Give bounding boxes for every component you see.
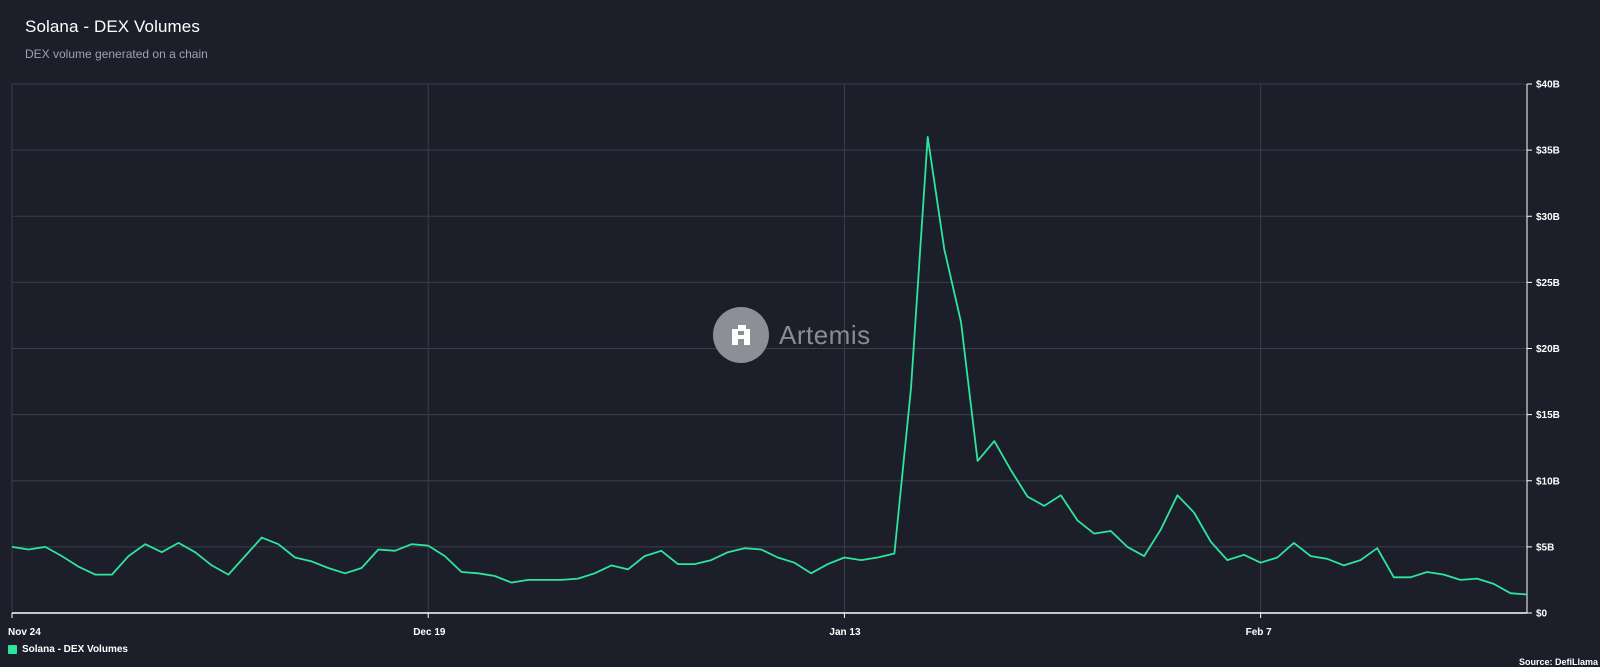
x-axis: Nov 24 Dec 19 Jan 13 Feb 7 — [8, 612, 1527, 638]
y-tick-label: $20B — [1536, 344, 1560, 355]
legend-label: Solana - DEX Volumes — [22, 644, 128, 655]
chart-legend[interactable]: Solana - DEX Volumes — [8, 644, 128, 655]
y-tick-label: $30B — [1536, 212, 1560, 223]
artemis-logo-icon — [713, 307, 769, 363]
watermark: Artemis — [713, 307, 871, 363]
y-tick-label: $0 — [1536, 609, 1548, 620]
watermark-text: Artemis — [779, 319, 871, 350]
y-tick-label: $10B — [1536, 476, 1560, 487]
x-tick-label: Nov 24 — [8, 627, 41, 638]
y-tick-label: $15B — [1536, 410, 1560, 421]
x-tick-label: Dec 19 — [413, 627, 446, 638]
legend-swatch — [8, 645, 17, 654]
chart-series — [11, 135, 1528, 596]
y-tick-label: $25B — [1536, 278, 1560, 289]
x-tick-label: Jan 13 — [829, 627, 861, 638]
y-axis: $0 $5B $10B $15B $20B $25B $30B $35B $40B — [1526, 80, 1560, 620]
chart-title: Solana - DEX Volumes — [25, 17, 200, 36]
chart-subtitle: DEX volume generated on a chain — [25, 47, 208, 61]
y-tick-label: $35B — [1536, 146, 1560, 157]
x-tick-label: Feb 7 — [1246, 627, 1273, 638]
y-tick-label: $5B — [1536, 542, 1554, 553]
source-label: Source: DefiLlama — [1518, 657, 1598, 667]
chart-grid — [11, 83, 1527, 613]
series-line-solana-dex-volumes — [11, 135, 1528, 596]
y-tick-label: $40B — [1536, 80, 1560, 91]
